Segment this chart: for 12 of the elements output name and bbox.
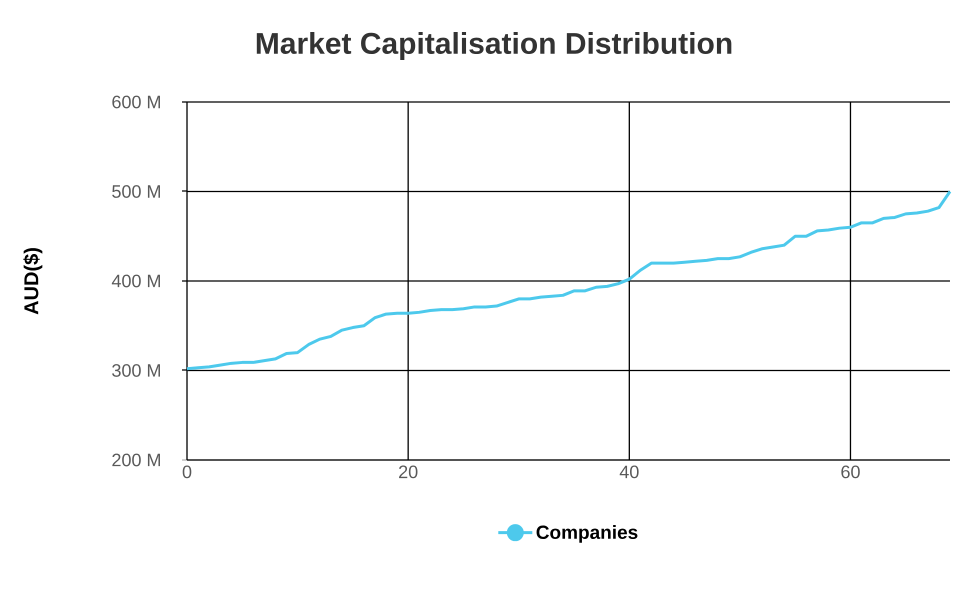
- y-tick-label: 600 M: [112, 96, 160, 108]
- y-tick-label: 400 M: [112, 274, 160, 288]
- x-tick-label: 40: [620, 466, 639, 478]
- y-tick-label: 300 M: [112, 364, 160, 377]
- chart-title: Market Capitalisation Distribution: [256, 32, 732, 60]
- x-tick-label: 20: [399, 466, 418, 478]
- y-tick-label: 200 M: [112, 454, 160, 466]
- legend-label: Companies: [536, 525, 638, 543]
- y-axis-title: AUD($): [23, 248, 42, 314]
- x-tick-label: 60: [841, 466, 860, 478]
- x-tick-label: 0: [182, 466, 192, 478]
- y-tick-label: 500 M: [112, 185, 160, 198]
